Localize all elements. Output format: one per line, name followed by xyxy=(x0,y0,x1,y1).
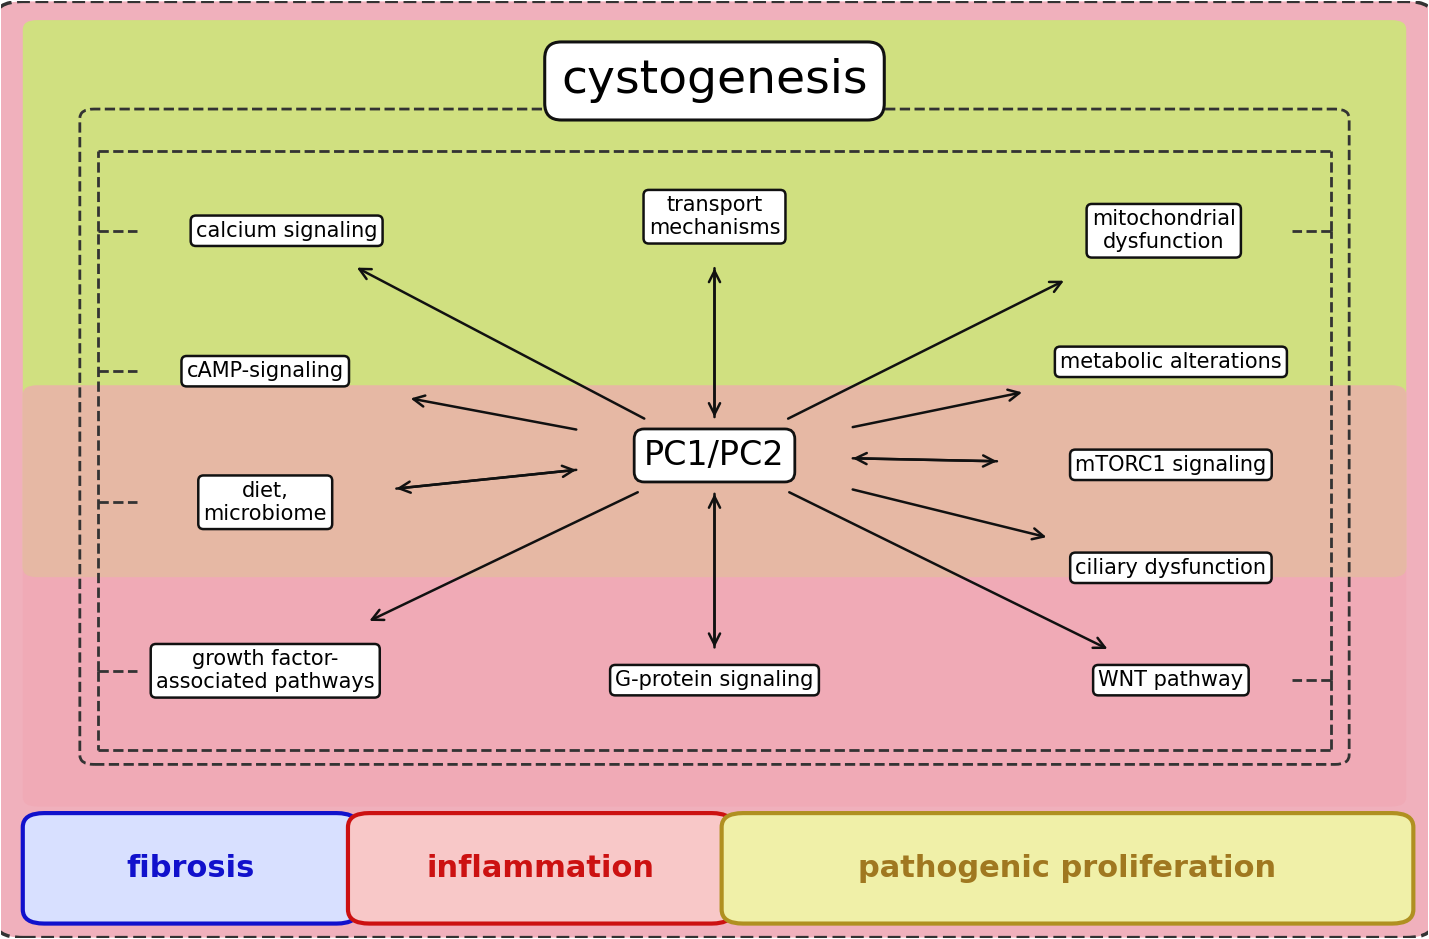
FancyBboxPatch shape xyxy=(347,813,733,924)
Text: mTORC1 signaling: mTORC1 signaling xyxy=(1075,454,1266,475)
Text: ciliary dysfunction: ciliary dysfunction xyxy=(1076,558,1266,577)
Text: diet,
microbiome: diet, microbiome xyxy=(203,481,327,524)
Text: transport
mechanisms: transport mechanisms xyxy=(649,195,780,239)
Text: inflammation: inflammation xyxy=(426,854,654,883)
Text: pathogenic proliferation: pathogenic proliferation xyxy=(859,854,1276,883)
Text: cAMP-signaling: cAMP-signaling xyxy=(187,362,344,381)
FancyBboxPatch shape xyxy=(23,20,1406,577)
Text: calcium signaling: calcium signaling xyxy=(196,221,377,240)
FancyBboxPatch shape xyxy=(23,385,1406,807)
Text: mitochondrial
dysfunction: mitochondrial dysfunction xyxy=(1092,209,1236,253)
Text: growth factor-
associated pathways: growth factor- associated pathways xyxy=(156,649,374,692)
FancyBboxPatch shape xyxy=(722,813,1413,924)
Text: fibrosis: fibrosis xyxy=(126,854,254,883)
Text: metabolic alterations: metabolic alterations xyxy=(1060,352,1282,372)
FancyBboxPatch shape xyxy=(23,813,357,924)
Text: cystogenesis: cystogenesis xyxy=(562,58,867,103)
Text: WNT pathway: WNT pathway xyxy=(1099,670,1243,690)
Text: PC1/PC2: PC1/PC2 xyxy=(644,439,785,472)
Text: G-protein signaling: G-protein signaling xyxy=(616,670,813,690)
